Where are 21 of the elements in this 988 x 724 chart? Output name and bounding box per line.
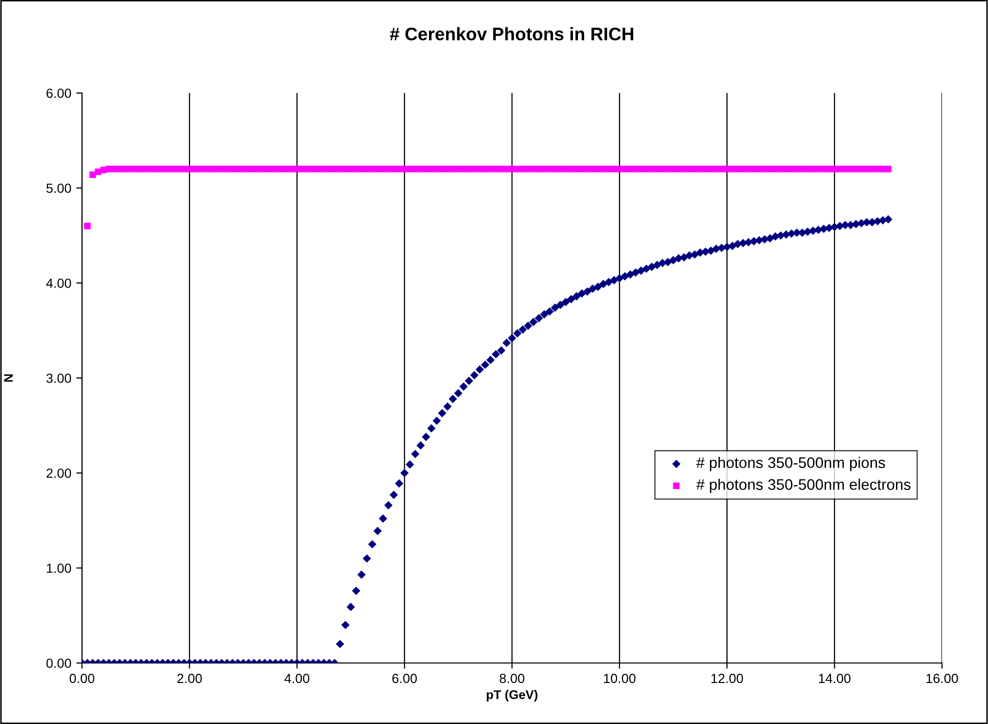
- y-axis-title: N: [4, 374, 13, 382]
- x-tick-label: 0.00: [70, 674, 94, 684]
- legend-label: # photons 350-500nm electrons: [696, 478, 911, 493]
- y-tick-label: 4.00: [46, 278, 72, 288]
- y-tick-label: 5.00: [46, 184, 72, 193]
- y-tick-label: 3.00: [46, 374, 72, 383]
- y-tick-label: 2.00: [46, 468, 72, 478]
- legend-label: # photons 350-500nm pions: [696, 456, 886, 472]
- y-tick-label: 6.00: [46, 88, 72, 98]
- x-tick-label: 16.00: [926, 674, 958, 684]
- y-tick-label: 0.00: [46, 658, 72, 668]
- x-tick-label: 2.00: [177, 674, 202, 684]
- x-axis-title: pT (GeV): [486, 690, 538, 702]
- y-tick-label: 1.00: [46, 564, 72, 573]
- x-tick-label: 8.00: [500, 674, 524, 684]
- x-tick-label: 14.00: [819, 674, 850, 684]
- x-tick-label: 6.00: [392, 674, 417, 684]
- x-tick-label: 4.00: [284, 674, 310, 684]
- x-tick-label: 10.00: [604, 674, 636, 684]
- chart-title: # Cerenkov Photons in RICH: [390, 27, 634, 40]
- x-tick-label: 12.00: [712, 674, 743, 684]
